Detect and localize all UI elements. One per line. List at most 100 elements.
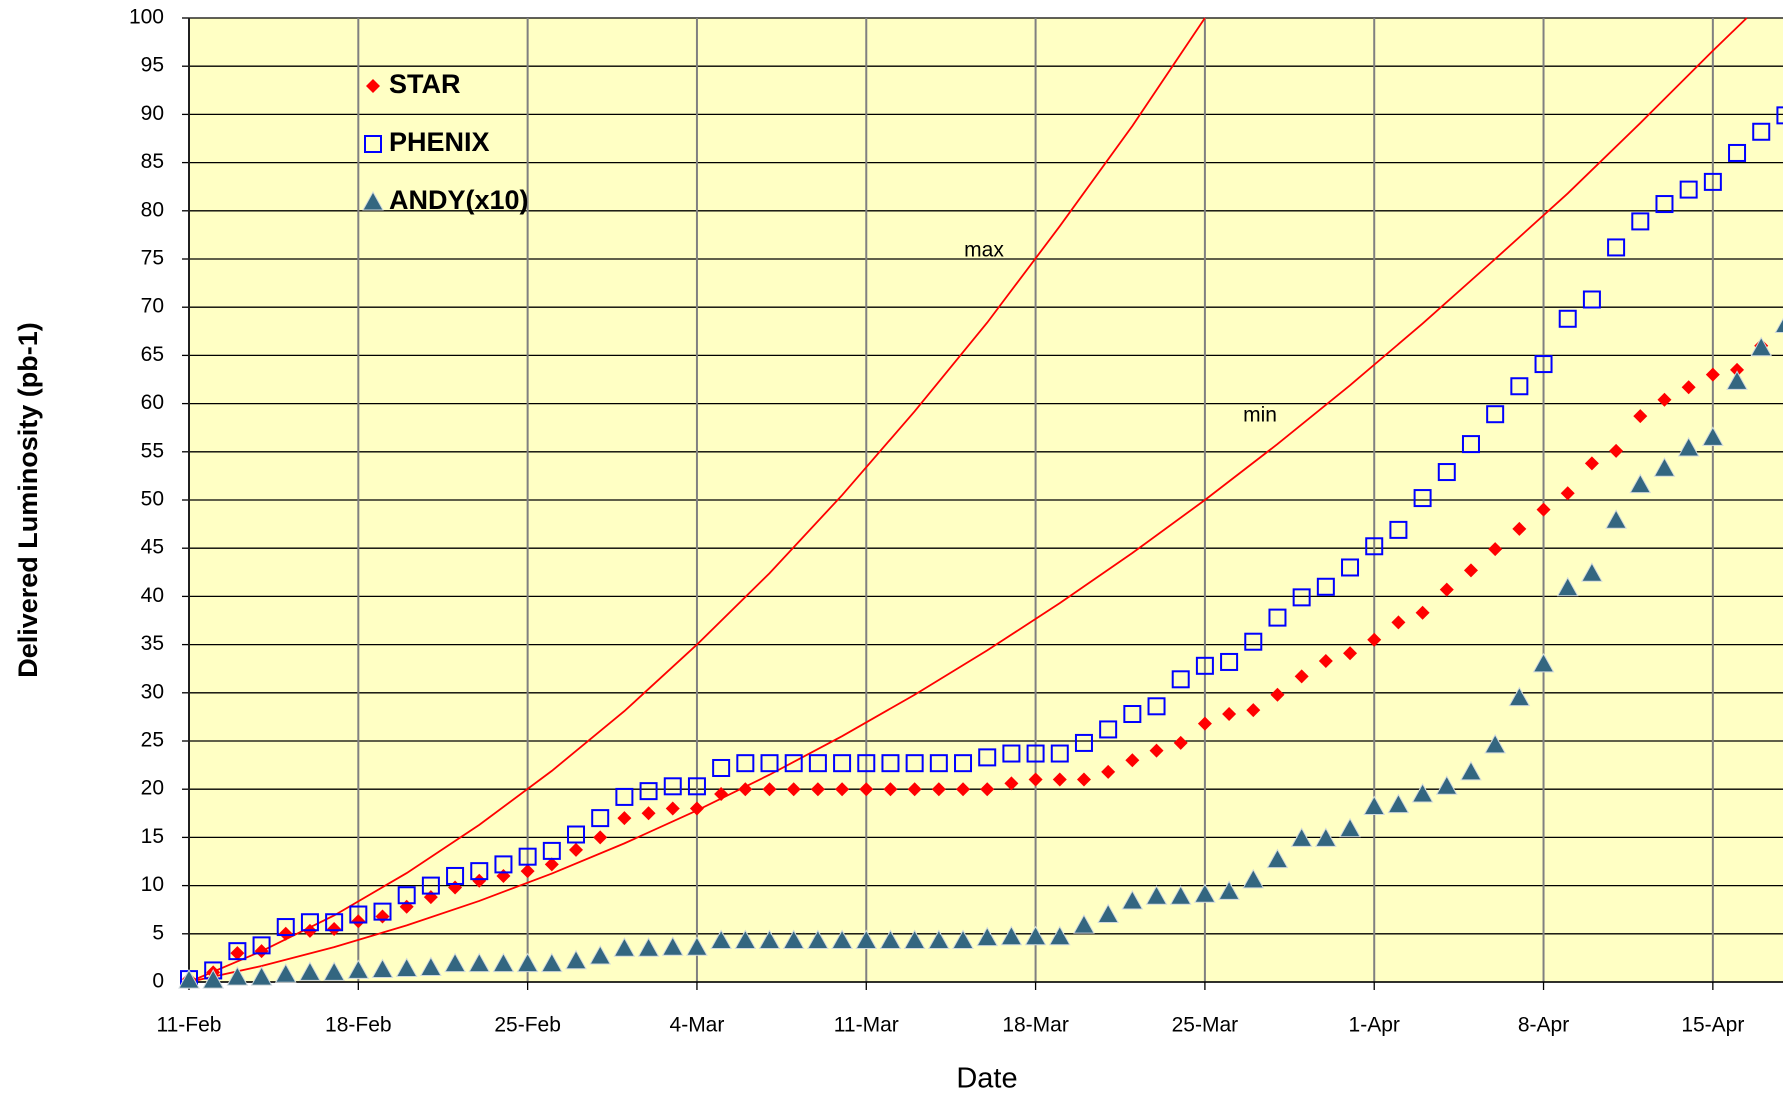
y-tick-label: 60 <box>141 391 164 414</box>
data-point <box>1318 653 1333 668</box>
reference-curve <box>188 17 1206 983</box>
y-tick-label: 75 <box>141 247 164 270</box>
data-point <box>1149 743 1164 758</box>
data-point <box>760 754 779 773</box>
data-point <box>1653 457 1676 477</box>
data-point <box>1050 744 1069 763</box>
y-tick-label: 0 <box>152 970 164 993</box>
data-point <box>1435 775 1458 795</box>
data-point <box>228 942 247 961</box>
data-point <box>1173 735 1188 750</box>
data-point <box>980 782 995 797</box>
data-point <box>1655 195 1674 214</box>
data-point <box>710 929 732 950</box>
y-tick-label: 100 <box>129 6 164 29</box>
data-point <box>1730 362 1745 377</box>
data-point <box>1194 883 1216 903</box>
data-point <box>1728 143 1747 162</box>
data-point <box>589 944 612 965</box>
y-tick-label: 45 <box>141 536 164 559</box>
data-point <box>1363 795 1386 816</box>
data-point <box>178 969 200 989</box>
data-point <box>1411 782 1434 803</box>
data-point <box>1367 632 1382 647</box>
data-point <box>1609 443 1624 458</box>
data-point <box>593 830 608 845</box>
data-point <box>1774 317 1783 334</box>
data-point <box>1121 889 1144 910</box>
data-point <box>1657 392 1672 407</box>
x-tick-label: 8-Apr <box>1518 1014 1569 1037</box>
data-point <box>1584 456 1599 471</box>
data-point <box>1074 733 1093 752</box>
y-tick-label: 40 <box>141 584 164 607</box>
data-point <box>833 754 852 773</box>
data-point <box>1268 608 1287 627</box>
curve-label: min <box>1243 404 1277 427</box>
data-point <box>468 952 491 973</box>
data-point <box>1246 703 1261 718</box>
data-point <box>952 929 974 950</box>
data-point <box>956 782 971 797</box>
data-point <box>1101 764 1116 779</box>
data-point <box>395 957 418 978</box>
data-point <box>617 811 632 826</box>
data-point <box>1681 380 1696 395</box>
data-point <box>323 961 345 981</box>
data-point <box>252 936 271 955</box>
data-point <box>1387 793 1410 814</box>
data-point <box>1605 509 1627 529</box>
data-point <box>738 782 753 797</box>
data-point <box>421 876 440 895</box>
data-point <box>470 862 489 881</box>
data-point <box>758 929 781 950</box>
data-point <box>278 926 293 941</box>
data-point <box>1413 489 1432 508</box>
data-point <box>615 787 634 806</box>
data-point <box>1290 827 1313 847</box>
data-point <box>1316 577 1335 596</box>
data-point <box>1147 697 1166 716</box>
data-point <box>784 754 803 773</box>
data-point <box>807 929 829 950</box>
curve-label: max <box>964 239 1004 262</box>
y-tick-label: 80 <box>141 198 164 221</box>
legend-marker <box>362 190 384 211</box>
x-tick-label: 15-Apr <box>1681 1014 1744 1037</box>
data-point <box>1125 753 1140 768</box>
data-point <box>444 952 466 973</box>
y-tick-label: 35 <box>141 632 164 655</box>
data-point <box>1343 646 1358 661</box>
data-point <box>276 918 295 937</box>
data-point <box>641 806 656 821</box>
data-point <box>299 961 321 981</box>
data-point <box>446 866 465 885</box>
data-point <box>544 857 559 872</box>
data-point <box>518 847 537 866</box>
data-point <box>1534 355 1553 374</box>
data-point <box>881 754 900 773</box>
data-point <box>1314 827 1337 847</box>
data-point <box>1558 309 1577 328</box>
y-tick-label: 70 <box>141 295 164 318</box>
y-tick-label: 15 <box>141 825 164 848</box>
data-point <box>1532 652 1555 673</box>
data-point <box>1028 772 1043 787</box>
data-point <box>250 966 273 986</box>
data-point <box>1099 720 1118 739</box>
data-point <box>1415 605 1430 620</box>
y-tick-label: 25 <box>141 729 164 752</box>
data-point <box>1073 914 1095 934</box>
plot <box>178 17 1783 989</box>
data-point <box>857 754 876 773</box>
data-point <box>1242 868 1265 889</box>
data-point <box>665 801 680 816</box>
data-point <box>1341 558 1360 577</box>
y-tick-label: 90 <box>141 102 164 125</box>
data-point <box>520 864 535 879</box>
x-tick-label: 1-Apr <box>1349 1014 1400 1037</box>
data-point <box>494 855 513 874</box>
data-point <box>736 754 755 773</box>
